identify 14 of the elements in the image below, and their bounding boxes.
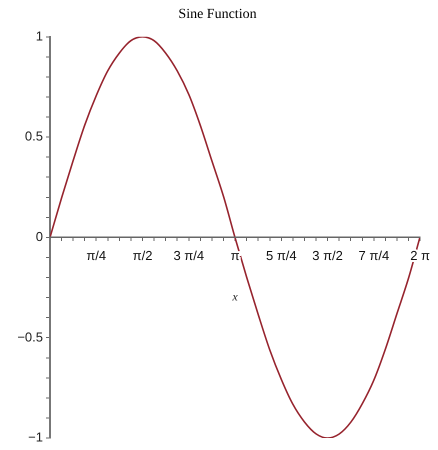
y-tick-label: −1 [28, 430, 43, 445]
y-tick-label: −0.5 [17, 329, 43, 344]
y-tick-label: 1 [36, 28, 43, 44]
chart-title: Sine Function [178, 7, 257, 22]
y-tick-label: 0.5 [24, 128, 43, 144]
y-tick-label: 0 [36, 228, 43, 244]
x-tick-label: π [230, 248, 240, 263]
x-axis-title: x [231, 289, 238, 304]
x-tick-label: 3 π/2 [312, 248, 343, 263]
x-tick-label: π/2 [132, 248, 152, 263]
x-tick-label: 7 π/4 [358, 248, 390, 263]
x-tick-label: 3 π/4 [173, 248, 204, 263]
x-tick-label: π/4 [86, 248, 106, 263]
x-tick-label: 5 π/4 [266, 248, 297, 263]
